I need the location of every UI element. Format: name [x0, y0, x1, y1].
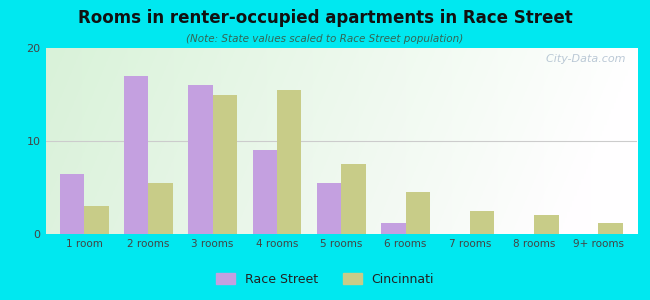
Bar: [341, 164, 366, 234]
Bar: [124, 76, 148, 234]
Bar: [277, 90, 302, 234]
Bar: [148, 183, 173, 234]
Bar: [213, 94, 237, 234]
Bar: [188, 85, 213, 234]
Bar: [534, 215, 558, 234]
Bar: [84, 206, 109, 234]
Bar: [317, 183, 341, 234]
Bar: [599, 223, 623, 234]
Legend: Race Street, Cincinnati: Race Street, Cincinnati: [211, 268, 439, 291]
Bar: [406, 192, 430, 234]
Bar: [470, 211, 494, 234]
Text: (Note: State values scaled to Race Street population): (Note: State values scaled to Race Stree…: [187, 34, 463, 44]
Text: City-Data.com: City-Data.com: [539, 54, 625, 64]
Bar: [60, 173, 84, 234]
Bar: [381, 223, 406, 234]
Text: Rooms in renter-occupied apartments in Race Street: Rooms in renter-occupied apartments in R…: [77, 9, 573, 27]
Bar: [253, 150, 277, 234]
